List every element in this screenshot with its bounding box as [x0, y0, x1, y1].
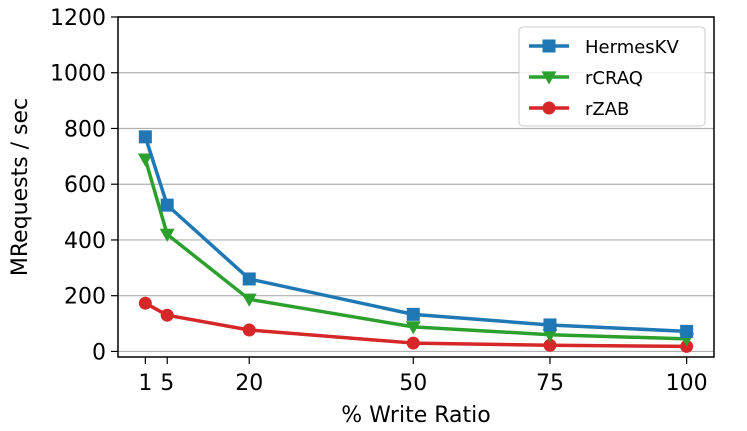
data-point-rzab [680, 339, 694, 353]
y-tick-label: 1200 [50, 6, 106, 31]
data-point-hermeskv [160, 198, 174, 212]
y-tick-label: 0 [92, 340, 106, 365]
legend-label-hermeskv: HermesKV [585, 37, 679, 58]
legend-marker-rzab [542, 101, 556, 115]
data-point-rzab [242, 323, 256, 337]
axis-ticks: 0 200 400 600 800 1000 1200 1 5 20 50 75 100 [50, 6, 708, 396]
legend-label-rcraq: rCRAQ [585, 68, 643, 89]
y-tick-label: 1000 [50, 62, 106, 87]
y-tick-label: 400 [64, 229, 106, 254]
data-point-rcraq [405, 321, 421, 335]
data-point-rzab [406, 336, 420, 350]
data-point-hermeskv [406, 307, 420, 321]
legend-box [518, 26, 706, 127]
y-axis-label: MRequests / sec [8, 98, 33, 276]
series-line-rcraq [143, 158, 687, 341]
y-tick-label: 800 [64, 117, 106, 142]
x-tick-label: 5 [160, 371, 174, 396]
x-tick-label: 1 [138, 371, 152, 396]
data-point-hermeskv [543, 318, 557, 332]
data-point-rzab [138, 296, 152, 310]
y-tick-label: 200 [64, 285, 106, 310]
y-tick-label: 600 [64, 173, 106, 198]
x-tick-label: 50 [399, 371, 427, 396]
x-tick-label: 100 [666, 371, 708, 396]
data-point-hermeskv [138, 130, 152, 144]
x-tick-label: 20 [235, 371, 263, 396]
data-point-rcraq [241, 293, 257, 307]
x-tick-label: 75 [536, 371, 564, 396]
data-point-rzab [160, 308, 174, 322]
data-point-rcraq [137, 153, 153, 167]
legend-label-rzab: rZAB [585, 99, 629, 120]
data-point-rcraq [542, 329, 558, 343]
x-axis-label: % Write Ratio [341, 403, 490, 428]
series-line-hermeskv [143, 136, 687, 334]
plot-frame [117, 16, 715, 358]
data-point-rcraq [159, 228, 175, 242]
data-point-hermeskv [242, 272, 256, 286]
data-point-hermeskv [680, 324, 694, 338]
data-point-rzab [543, 338, 557, 352]
legend-marker-hermeskv [542, 39, 556, 53]
plot-series [137, 130, 695, 353]
legend: HermesKV rCRAQ rZAB [518, 26, 706, 127]
legend-marker-rcraq [541, 71, 557, 85]
